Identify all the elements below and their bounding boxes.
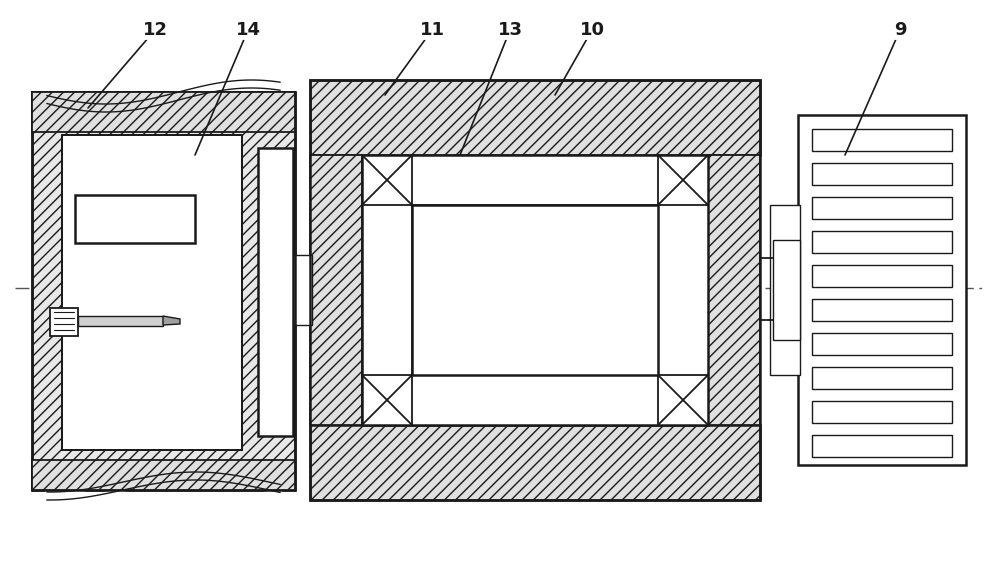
Bar bbox=[310, 80, 760, 500]
Bar bbox=[310, 425, 760, 500]
Bar bbox=[812, 163, 952, 185]
Bar bbox=[50, 308, 78, 336]
Bar bbox=[812, 129, 952, 151]
Text: 13: 13 bbox=[460, 21, 522, 155]
Bar bbox=[812, 401, 952, 423]
Bar bbox=[773, 240, 800, 340]
Text: 11: 11 bbox=[385, 21, 444, 95]
Text: 9: 9 bbox=[845, 21, 906, 155]
Bar bbox=[62, 135, 242, 450]
Bar bbox=[798, 115, 966, 465]
Bar bbox=[812, 299, 952, 321]
Bar bbox=[32, 460, 295, 490]
Text: 14: 14 bbox=[195, 21, 260, 155]
Bar bbox=[310, 80, 760, 155]
Bar bbox=[258, 148, 293, 436]
Bar bbox=[812, 197, 952, 219]
Bar bbox=[812, 367, 952, 389]
Bar bbox=[32, 92, 295, 132]
Text: 12: 12 bbox=[88, 21, 168, 108]
Bar bbox=[812, 435, 952, 457]
Bar bbox=[770, 205, 800, 375]
Bar bbox=[812, 231, 952, 253]
Bar bbox=[310, 155, 362, 425]
Bar bbox=[708, 155, 760, 425]
Bar bbox=[32, 92, 295, 490]
Bar bbox=[812, 265, 952, 287]
Bar bbox=[812, 333, 952, 355]
Bar bbox=[290, 255, 312, 325]
Bar bbox=[75, 195, 195, 243]
Bar bbox=[362, 155, 708, 425]
Bar bbox=[412, 205, 658, 375]
Polygon shape bbox=[163, 316, 180, 325]
Bar bbox=[78, 316, 163, 326]
Text: 10: 10 bbox=[555, 21, 604, 95]
